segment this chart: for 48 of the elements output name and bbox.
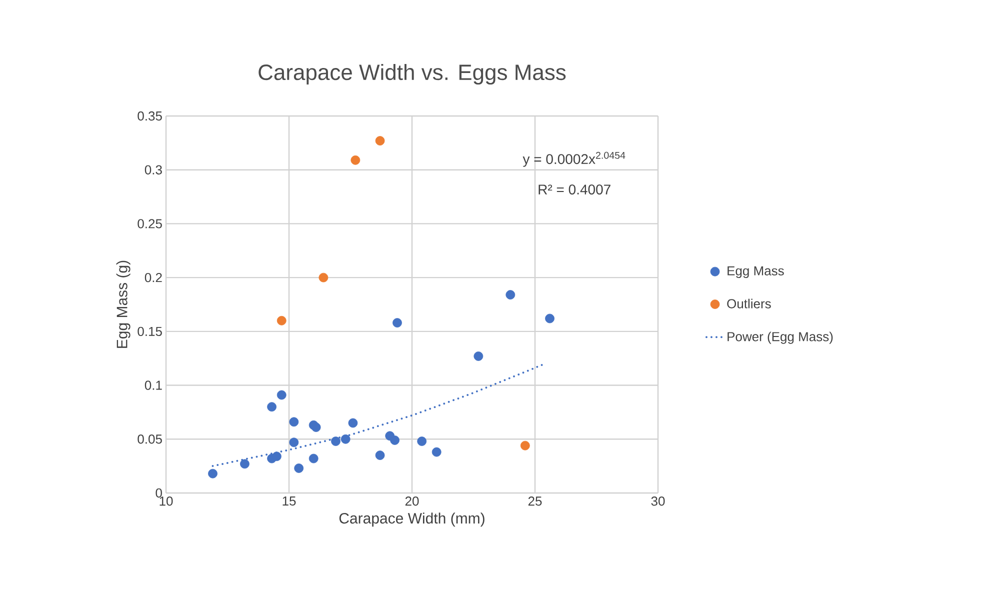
point bbox=[276, 390, 286, 400]
point bbox=[276, 316, 286, 326]
point bbox=[506, 290, 516, 300]
y-axis-title: Egg Mass (g) bbox=[116, 260, 130, 348]
legend-label: Outliers bbox=[727, 298, 771, 308]
y-tick-label: 0.3 bbox=[144, 165, 162, 174]
point bbox=[289, 417, 299, 427]
x-tick-label: 25 bbox=[528, 496, 542, 506]
point bbox=[272, 452, 282, 462]
point bbox=[318, 272, 328, 282]
annotation: R² = 0.4007 bbox=[538, 184, 610, 194]
annotation: y = 0.0002x$^{2.0454}$ bbox=[522, 152, 626, 167]
point bbox=[348, 418, 358, 428]
y-tick-label: 0.05 bbox=[138, 434, 162, 444]
point bbox=[240, 459, 250, 469]
point bbox=[375, 136, 385, 146]
legend-label: Egg Mass bbox=[728, 266, 784, 278]
point bbox=[432, 447, 442, 457]
point bbox=[350, 155, 360, 165]
point bbox=[289, 438, 299, 448]
x-tick-label: 15 bbox=[282, 496, 296, 506]
point bbox=[340, 434, 350, 444]
y-tick-label: 0.35 bbox=[138, 111, 162, 121]
x-tick-label: 20 bbox=[405, 496, 419, 506]
x-axis-title: Carapace Width (mm) bbox=[339, 512, 484, 527]
point bbox=[417, 436, 427, 446]
legend-label: Power (Egg Mass) bbox=[728, 332, 833, 344]
chart-title: Carapace Width vs. Eggs Mass bbox=[258, 64, 566, 84]
point bbox=[331, 436, 340, 446]
point bbox=[474, 351, 484, 361]
point bbox=[520, 440, 530, 450]
point bbox=[267, 402, 276, 412]
x-tick-label: 10 bbox=[160, 496, 173, 506]
point bbox=[545, 314, 554, 324]
point bbox=[311, 422, 321, 432]
point bbox=[392, 318, 402, 328]
x-tick-label: 30 bbox=[651, 496, 665, 506]
point bbox=[294, 464, 304, 473]
y-tick-label: 0.25 bbox=[138, 219, 162, 228]
y-tick-label: 0.2 bbox=[144, 272, 162, 282]
y-tick-label: 0 bbox=[156, 488, 162, 498]
point bbox=[208, 468, 218, 478]
line-series bbox=[212, 364, 544, 468]
point bbox=[375, 450, 385, 460]
point bbox=[390, 436, 400, 445]
y-tick-label: 0.15 bbox=[138, 326, 162, 336]
point bbox=[308, 454, 318, 464]
y-tick-label: 0.1 bbox=[144, 380, 162, 390]
